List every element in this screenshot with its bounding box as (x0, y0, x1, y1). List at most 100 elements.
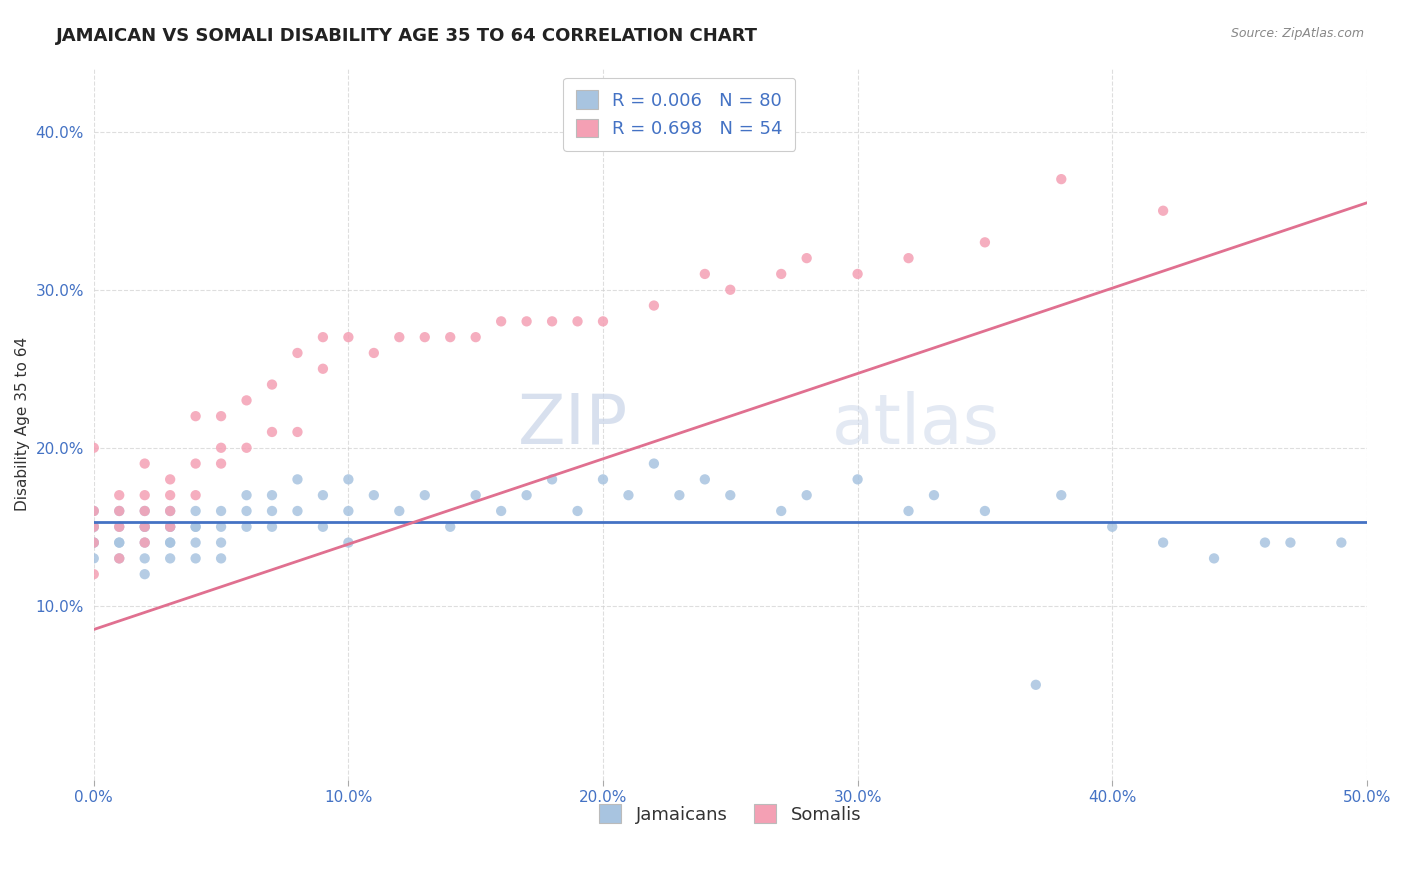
Point (897, 504, 920, 518)
Point (643, 457, 665, 471)
Point (617, 488, 640, 502)
Text: JAMAICAN VS SOMALI DISABILITY AGE 35 TO 64 CORRELATION CHART: JAMAICAN VS SOMALI DISABILITY AGE 35 TO … (56, 27, 758, 45)
Point (1152, 203, 1174, 218)
Point (260, 377, 283, 392)
Point (108, 535, 131, 549)
Point (235, 520, 257, 534)
Point (1050, 488, 1073, 502)
Point (516, 488, 538, 502)
Text: Source: ZipAtlas.com: Source: ZipAtlas.com (1230, 27, 1364, 40)
Point (184, 551, 207, 566)
Point (134, 457, 156, 471)
Point (489, 314, 512, 328)
Point (413, 488, 436, 502)
Point (134, 520, 156, 534)
Point (83, 535, 105, 549)
Point (235, 504, 257, 518)
Point (108, 520, 131, 534)
Point (643, 299, 665, 313)
Point (83, 551, 105, 566)
Point (973, 504, 995, 518)
Point (897, 251, 920, 265)
Point (209, 520, 232, 534)
Point (83, 504, 105, 518)
Point (363, 488, 385, 502)
Point (209, 504, 232, 518)
Y-axis label: Disability Age 35 to 64: Disability Age 35 to 64 (15, 337, 30, 511)
Point (592, 314, 614, 328)
Point (134, 520, 156, 534)
Point (134, 551, 156, 566)
Point (83, 520, 105, 534)
Point (83, 520, 105, 534)
Point (108, 504, 131, 518)
Point (83, 441, 105, 455)
Point (184, 457, 207, 471)
Legend: Jamaicans, Somalis: Jamaicans, Somalis (589, 794, 872, 835)
Point (337, 472, 360, 486)
Point (846, 267, 869, 281)
Point (108, 520, 131, 534)
Point (159, 520, 181, 534)
Point (413, 330, 436, 344)
Point (159, 535, 181, 549)
Point (108, 551, 131, 566)
Point (108, 535, 131, 549)
Point (159, 520, 181, 534)
Point (922, 488, 945, 502)
Point (846, 472, 869, 486)
Point (83, 520, 105, 534)
Point (541, 472, 564, 486)
Point (287, 346, 309, 360)
Point (209, 535, 232, 549)
Point (235, 393, 257, 408)
Point (184, 504, 207, 518)
Point (209, 457, 232, 471)
Point (159, 488, 181, 502)
Point (388, 504, 411, 518)
Point (1202, 551, 1225, 566)
Point (439, 330, 461, 344)
Point (567, 504, 589, 518)
Point (718, 283, 741, 297)
Point (83, 567, 105, 582)
Text: ZIP: ZIP (519, 391, 628, 458)
Point (134, 504, 156, 518)
Point (718, 488, 741, 502)
Point (159, 504, 181, 518)
Point (973, 235, 995, 250)
Point (1025, 678, 1047, 692)
Point (83, 535, 105, 549)
Point (83, 504, 105, 518)
Point (337, 330, 360, 344)
Point (287, 504, 309, 518)
Point (108, 504, 131, 518)
Point (312, 330, 335, 344)
Point (337, 504, 360, 518)
Point (184, 520, 207, 534)
Point (464, 330, 486, 344)
Point (516, 314, 538, 328)
Point (159, 520, 181, 534)
Point (184, 520, 207, 534)
Point (1101, 520, 1123, 534)
Point (287, 425, 309, 439)
Point (312, 520, 335, 534)
Point (260, 488, 283, 502)
Point (235, 441, 257, 455)
Point (567, 314, 589, 328)
Point (770, 504, 793, 518)
Point (796, 488, 818, 502)
Point (796, 251, 818, 265)
Point (108, 551, 131, 566)
Point (83, 535, 105, 549)
Point (134, 504, 156, 518)
Point (134, 520, 156, 534)
Point (312, 361, 335, 376)
Point (209, 409, 232, 424)
Point (184, 409, 207, 424)
Point (159, 504, 181, 518)
Point (159, 535, 181, 549)
Point (668, 488, 690, 502)
Point (312, 488, 335, 502)
